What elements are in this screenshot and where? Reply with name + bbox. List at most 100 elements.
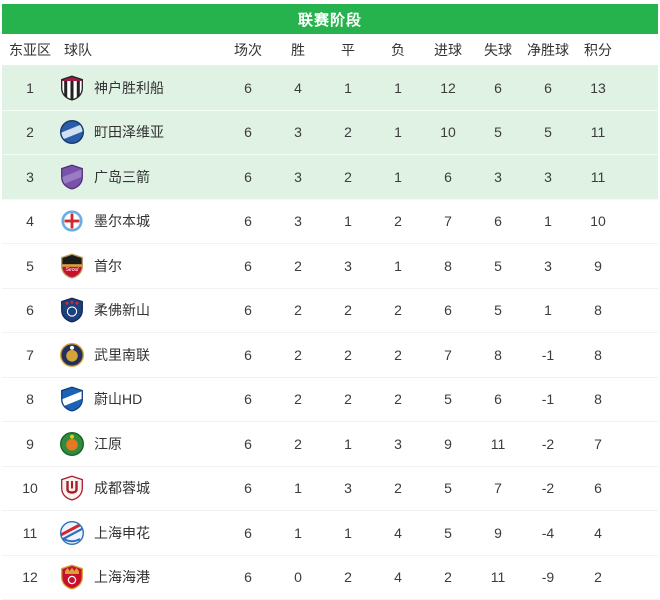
goals-against-cell: 6 bbox=[473, 80, 523, 96]
goals-against-cell: 11 bbox=[473, 569, 523, 585]
rank-cell: 12 bbox=[2, 569, 58, 585]
rank-cell: 8 bbox=[2, 391, 58, 407]
rank-cell: 1 bbox=[2, 80, 58, 96]
draws-cell: 2 bbox=[323, 124, 373, 140]
team-cell: 柔佛新山 bbox=[58, 297, 223, 323]
team-name: 首尔 bbox=[94, 256, 122, 276]
wins-cell: 1 bbox=[273, 525, 323, 541]
played-cell: 6 bbox=[223, 436, 273, 452]
goals-against-cell: 11 bbox=[473, 436, 523, 452]
points-cell: 8 bbox=[573, 302, 623, 318]
rank-cell: 3 bbox=[2, 169, 58, 185]
rank-cell: 5 bbox=[2, 258, 58, 274]
melbourne-city-crest-icon bbox=[59, 208, 85, 234]
column-header-4: 胜 bbox=[273, 40, 323, 60]
draws-cell: 2 bbox=[323, 391, 373, 407]
wins-cell: 2 bbox=[273, 258, 323, 274]
rank-cell: 6 bbox=[2, 302, 58, 318]
vissel-kobe-crest-icon bbox=[59, 75, 85, 101]
draws-cell: 2 bbox=[323, 169, 373, 185]
goal-diff-cell: -9 bbox=[523, 569, 573, 585]
team-name: 武里南联 bbox=[94, 345, 150, 365]
played-cell: 6 bbox=[223, 258, 273, 274]
shanghai-shenhua-crest-icon bbox=[59, 520, 85, 546]
team-name: 上海海港 bbox=[94, 567, 150, 587]
goal-diff-cell: 1 bbox=[523, 213, 573, 229]
losses-cell: 4 bbox=[373, 525, 423, 541]
played-cell: 6 bbox=[223, 480, 273, 496]
wins-cell: 2 bbox=[273, 391, 323, 407]
rank-cell: 7 bbox=[2, 347, 58, 363]
wins-cell: 2 bbox=[273, 302, 323, 318]
team-name: 墨尔本城 bbox=[94, 211, 150, 231]
played-cell: 6 bbox=[223, 213, 273, 229]
wins-cell: 2 bbox=[273, 347, 323, 363]
goals-against-cell: 5 bbox=[473, 124, 523, 140]
points-cell: 10 bbox=[573, 213, 623, 229]
team-cell: 町田泽维亚 bbox=[58, 119, 223, 145]
column-header-9: 净胜球 bbox=[523, 40, 573, 60]
losses-cell: 3 bbox=[373, 436, 423, 452]
column-header-1: 东亚区 bbox=[2, 40, 58, 60]
played-cell: 6 bbox=[223, 169, 273, 185]
goals-for-cell: 6 bbox=[423, 169, 473, 185]
goals-against-cell: 5 bbox=[473, 258, 523, 274]
stage-banner: 联赛阶段 bbox=[2, 4, 658, 34]
wins-cell: 0 bbox=[273, 569, 323, 585]
column-header-3: 场次 bbox=[223, 40, 273, 60]
goals-for-cell: 10 bbox=[423, 124, 473, 140]
column-header-6: 负 bbox=[373, 40, 423, 60]
column-header-8: 失球 bbox=[473, 40, 523, 60]
points-cell: 9 bbox=[573, 258, 623, 274]
column-header-5: 平 bbox=[323, 40, 373, 60]
goals-against-cell: 9 bbox=[473, 525, 523, 541]
column-header-7: 进球 bbox=[423, 40, 473, 60]
losses-cell: 1 bbox=[373, 80, 423, 96]
draws-cell: 1 bbox=[323, 436, 373, 452]
goals-for-cell: 6 bbox=[423, 302, 473, 318]
goals-for-cell: 9 bbox=[423, 436, 473, 452]
played-cell: 6 bbox=[223, 569, 273, 585]
goals-for-cell: 12 bbox=[423, 80, 473, 96]
team-name: 成都蓉城 bbox=[94, 478, 150, 498]
team-name: 广岛三箭 bbox=[94, 167, 150, 187]
machida-zelvia-crest-icon bbox=[59, 119, 85, 145]
played-cell: 6 bbox=[223, 391, 273, 407]
team-name: 上海申花 bbox=[94, 523, 150, 543]
goal-diff-cell: 6 bbox=[523, 80, 573, 96]
johor-crest-icon bbox=[59, 297, 85, 323]
fc-seoul-crest-icon: Seoul bbox=[59, 253, 85, 279]
goal-diff-cell: -1 bbox=[523, 391, 573, 407]
losses-cell: 1 bbox=[373, 258, 423, 274]
draws-cell: 1 bbox=[323, 525, 373, 541]
points-cell: 11 bbox=[573, 124, 623, 140]
wins-cell: 2 bbox=[273, 436, 323, 452]
svg-text:Seoul: Seoul bbox=[66, 267, 80, 273]
losses-cell: 2 bbox=[373, 347, 423, 363]
stage-banner-title: 联赛阶段 bbox=[298, 9, 362, 30]
goal-diff-cell: -2 bbox=[523, 480, 573, 496]
goals-against-cell: 8 bbox=[473, 347, 523, 363]
team-name: 町田泽维亚 bbox=[94, 122, 164, 142]
team-cell: 神户胜利船 bbox=[58, 75, 223, 101]
team-cell: 墨尔本城 bbox=[58, 208, 223, 234]
chengdu-rongcheng-crest-icon bbox=[59, 475, 85, 501]
points-cell: 11 bbox=[573, 169, 623, 185]
played-cell: 6 bbox=[223, 124, 273, 140]
goal-diff-cell: 3 bbox=[523, 169, 573, 185]
draws-cell: 2 bbox=[323, 347, 373, 363]
points-cell: 4 bbox=[573, 525, 623, 541]
